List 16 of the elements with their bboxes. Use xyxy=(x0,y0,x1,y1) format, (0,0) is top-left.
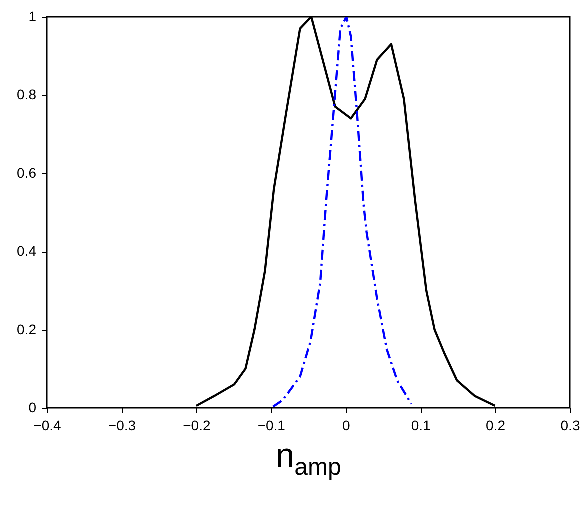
x-tick-label: −0.2 xyxy=(183,418,211,434)
x-tick-label: 0.1 xyxy=(411,418,432,434)
y-tick-label: 0.6 xyxy=(17,164,37,181)
x-tick-label: 0.2 xyxy=(486,418,506,434)
x-tick-label: −0.1 xyxy=(258,418,286,434)
line-series xyxy=(272,17,413,408)
y-tick-label: 1 xyxy=(28,8,37,24)
y-tick-label: 0.4 xyxy=(17,243,37,260)
x-tick-label: 0.3 xyxy=(560,418,580,434)
x-tick-label: −0.4 xyxy=(34,418,62,434)
x-axis-title: n$_{amp}$ xyxy=(274,437,342,482)
y-tick-label: 0 xyxy=(28,400,37,416)
y-tick-label: 0.2 xyxy=(17,321,37,338)
y-tick-label: 0.8 xyxy=(17,86,37,103)
x-tick-label: 0 xyxy=(342,418,350,434)
x-tick-label: −0.3 xyxy=(108,418,136,434)
